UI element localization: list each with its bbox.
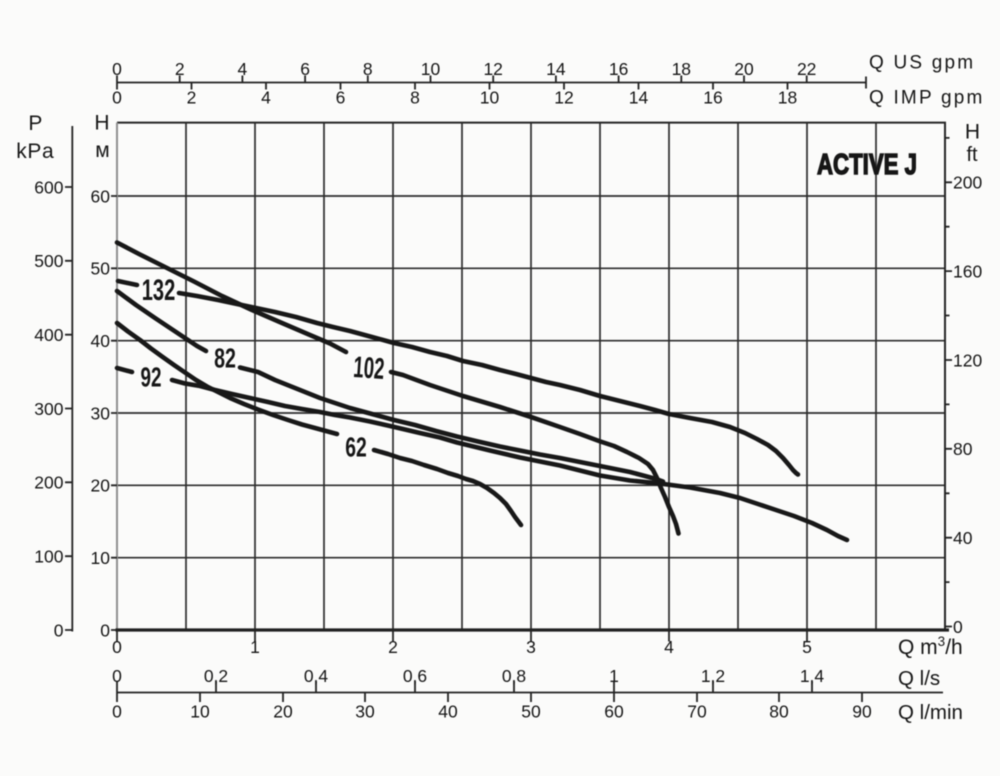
svg-text:12: 12 [483,59,502,79]
svg-text:14: 14 [629,88,649,108]
svg-text:14: 14 [546,59,566,79]
svg-text:40: 40 [953,528,973,548]
svg-text:5: 5 [802,637,812,657]
svg-text:P: P [28,112,42,135]
svg-text:1: 1 [609,666,619,686]
svg-text:40: 40 [438,702,458,722]
svg-text:kPa: kPa [16,140,54,163]
svg-text:16: 16 [703,88,722,108]
svg-text:0,2: 0,2 [204,666,228,686]
svg-text:92: 92 [141,362,162,393]
svg-text:1: 1 [250,637,260,657]
svg-text:160: 160 [953,262,982,282]
svg-text:90: 90 [852,702,872,722]
svg-text:82: 82 [214,342,236,373]
svg-text:Q IMP gpm: Q IMP gpm [869,88,985,109]
svg-text:18: 18 [778,88,797,108]
svg-text:1,2: 1,2 [701,666,725,686]
svg-text:20: 20 [273,702,293,722]
svg-text:40: 40 [91,331,111,351]
svg-text:10: 10 [190,702,210,722]
svg-text:0: 0 [112,637,122,657]
svg-text:6: 6 [300,59,310,79]
svg-text:0: 0 [100,620,110,640]
svg-text:102: 102 [352,351,385,386]
svg-text:0,8: 0,8 [502,666,526,686]
svg-text:8: 8 [363,59,373,79]
svg-text:6: 6 [336,88,346,108]
svg-text:2: 2 [187,88,197,108]
svg-text:70: 70 [687,702,707,722]
svg-text:10: 10 [421,59,441,79]
svg-text:0: 0 [112,702,122,722]
svg-text:10: 10 [480,88,500,108]
svg-text:H: H [94,112,109,135]
svg-text:0,4: 0,4 [304,666,329,686]
svg-text:200: 200 [953,173,982,193]
svg-text:Q l/s: Q l/s [898,667,940,690]
svg-text:22: 22 [797,59,816,79]
svg-text:0: 0 [112,59,122,79]
svg-text:62: 62 [345,432,367,463]
svg-text:18: 18 [672,59,691,79]
svg-text:H: H [965,121,980,144]
svg-text:4: 4 [238,59,248,79]
svg-text:60: 60 [91,186,111,206]
svg-text:ACTIVE J: ACTIVE J [817,149,917,181]
svg-text:500: 500 [34,251,63,271]
svg-text:ft: ft [966,144,978,166]
svg-text:400: 400 [34,325,63,345]
svg-text:50: 50 [91,259,111,279]
svg-text:60: 60 [604,702,624,722]
svg-text:м: м [95,139,109,162]
svg-text:0: 0 [112,666,122,686]
svg-text:30: 30 [355,702,375,722]
svg-text:200: 200 [34,473,63,493]
svg-text:2: 2 [388,637,398,657]
svg-text:30: 30 [91,403,111,423]
svg-text:0: 0 [54,620,64,640]
svg-text:0: 0 [112,88,122,108]
svg-text:3: 3 [526,637,536,657]
svg-text:2: 2 [175,59,185,79]
svg-text:0: 0 [953,617,963,637]
svg-text:300: 300 [34,399,63,419]
svg-text:4: 4 [664,637,674,657]
svg-text:0,6: 0,6 [403,666,427,686]
svg-text:Q l/min: Q l/min [898,701,963,724]
svg-text:132: 132 [142,274,176,307]
svg-text:10: 10 [91,548,111,568]
svg-text:120: 120 [953,350,982,370]
svg-text:8: 8 [410,88,420,108]
svg-text:80: 80 [953,439,973,459]
svg-text:4: 4 [261,88,271,108]
svg-text:80: 80 [769,702,789,722]
svg-text:16: 16 [609,59,628,79]
svg-text:Q m3/h: Q m3/h [898,634,963,659]
svg-text:20: 20 [91,476,111,496]
svg-text:12: 12 [554,88,573,108]
svg-text:Q US gpm: Q US gpm [869,53,975,74]
svg-text:100: 100 [34,547,63,567]
svg-text:600: 600 [34,177,63,197]
svg-text:20: 20 [734,59,754,79]
svg-text:1,4: 1,4 [800,666,825,686]
svg-text:50: 50 [521,702,541,722]
